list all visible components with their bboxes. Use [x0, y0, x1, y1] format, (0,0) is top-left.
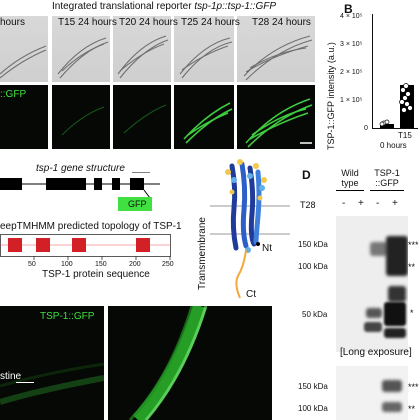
panel-b-ytick-3: 1 × 10⁵: [340, 97, 363, 104]
fluor-label: ::GFP: [0, 89, 27, 100]
panel-b-ylabel: TSP-1::GFP intensity (a.u.): [326, 42, 336, 150]
panel-b-ytick-4: 0: [364, 125, 368, 132]
blot-lower: [336, 366, 408, 420]
topology-axis-label: TSP-1 protein sequence: [42, 269, 150, 280]
structure-nt-label: Nt: [262, 243, 272, 254]
marker-150-upper: 150 kDa: [298, 240, 328, 249]
micrograph-pointer: [16, 382, 34, 383]
topology-tick-3: 200: [129, 261, 141, 268]
col-wildtype-label: Wild type: [336, 168, 364, 188]
brightfield-image-1: [52, 16, 110, 82]
panel-d-letter: D: [302, 168, 311, 182]
panel-b-letter: B: [344, 2, 353, 16]
marker-100-upper: 100 kDa: [298, 262, 328, 271]
panel-b-scatter: [379, 83, 413, 127]
panel-b-ytick-2: 2 × 10⁵: [340, 69, 363, 76]
blot-main: [336, 216, 408, 352]
gfp-label: GFP: [128, 199, 147, 209]
col-wildtype-line2: type: [341, 178, 359, 188]
annotation-3: ***: [408, 382, 419, 392]
topology-tick-0: 50: [28, 261, 36, 268]
col-tsp-line1: TSP-1: [374, 168, 400, 178]
sign-0: -: [342, 198, 346, 209]
sign-1: +: [358, 198, 364, 209]
col-tsp-line2: ::GFP: [375, 178, 399, 188]
topology-tick-2: 150: [95, 261, 107, 268]
panel-a-title-prefix: Integrated translational reporter: [52, 1, 195, 12]
sign-3: +: [392, 198, 398, 209]
topology-tick-4: 250: [162, 261, 174, 268]
topology-plot: [0, 234, 171, 260]
micrograph-right: [108, 306, 272, 420]
panel-b-xtick-sub: 0 hours: [380, 141, 407, 150]
time-label-4: T28 24 hours: [252, 17, 311, 28]
fluor-image-1: [52, 85, 110, 149]
panel-b-ytick-0: 4 × 10⁵: [340, 13, 363, 20]
marker-100-lower: 100 kDa: [298, 404, 328, 413]
panel-a-title: Integrated translational reporter tsp-1p…: [52, 2, 276, 12]
topology-title: eepTMHMM predicted topology of TSP-1: [0, 221, 182, 232]
micrograph-left: [0, 306, 104, 420]
panel-b-xtick: T15: [398, 131, 412, 140]
gfp-box: [118, 197, 152, 211]
time-label-2: T20 24 hours: [119, 17, 178, 28]
gene-structure-diagram: [0, 172, 160, 199]
micrograph-gfp-label: TSP-1::GFP: [40, 311, 95, 322]
col-tsp-label: TSP-1 ::GFP: [370, 168, 404, 188]
exposure-label: [Long exposure]: [340, 347, 412, 358]
protein-structure: [210, 159, 290, 299]
time-label-1: T15 24 hours: [58, 17, 117, 28]
sign-2: -: [376, 198, 380, 209]
structure-ct-label: Ct: [246, 289, 256, 300]
structure-ylabel: Transmembrane: [197, 217, 208, 290]
fluor-image-2: [113, 85, 171, 149]
col-tsp-underline: [370, 190, 404, 191]
time-label-0: hours: [0, 17, 26, 28]
annotation-1: **: [408, 262, 416, 272]
micrograph-right-signal: [128, 306, 208, 420]
row-label-t28: T28: [300, 200, 316, 210]
annotation-0: ***: [408, 240, 419, 250]
gene-structure-title: tsp-1 gene structure: [36, 163, 125, 174]
panel-a-title-italic: tsp-1p::tsp-1::GFP: [194, 1, 277, 12]
panel-b-ytick-1: 3 × 10⁵: [340, 41, 363, 48]
panel-b-bar-0: [380, 124, 394, 128]
col-wildtype-line1: Wild: [341, 168, 359, 178]
micrograph-left-signal: [0, 362, 104, 405]
micrograph-tissue-label: stine: [0, 371, 22, 382]
time-label-3: T25 24 hours: [181, 17, 240, 28]
brightfield-worms: [0, 35, 313, 81]
brightfield-image-3: [174, 16, 234, 82]
panel-b-yaxis: [372, 14, 373, 128]
topology-tick-1: 100: [61, 261, 73, 268]
panel-b-xaxis: [372, 128, 418, 129]
annotation-4: **: [408, 404, 416, 414]
marker-50: 50 kDa: [302, 310, 328, 319]
col-wildtype-underline: [336, 190, 364, 191]
annotation-2: *: [410, 308, 414, 318]
fluor-worms: [61, 98, 313, 148]
fluor-image-0: [0, 85, 48, 149]
marker-150-lower: 150 kDa: [298, 382, 328, 391]
